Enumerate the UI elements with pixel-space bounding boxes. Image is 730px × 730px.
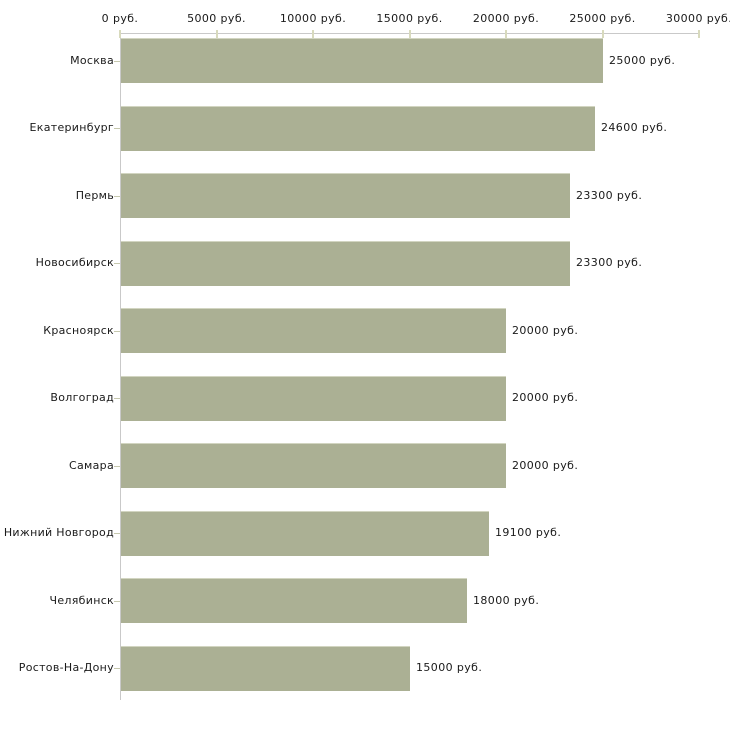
bar — [121, 443, 506, 488]
bar — [121, 240, 570, 286]
bar-value-label: 23300 руб. — [576, 188, 643, 202]
category-label: Красноярск — [43, 323, 114, 337]
category-label: Новосибирск — [35, 256, 114, 269]
bar-value-label: 20000 руб. — [512, 458, 579, 472]
bar — [121, 105, 595, 151]
x-tick-mark — [408, 30, 411, 38]
bar-value-label: 24600 руб. — [601, 121, 668, 134]
category-label: Волгоград — [50, 391, 114, 404]
bar — [121, 510, 489, 556]
bar — [121, 375, 506, 421]
y-tick-mark — [114, 398, 120, 399]
x-tick-label: 0 руб. — [101, 12, 139, 25]
bar — [121, 308, 506, 353]
x-tick-mark — [119, 30, 121, 38]
x-tick-label: 25000 руб. — [569, 12, 636, 25]
y-tick-mark — [114, 330, 120, 332]
x-tick-mark — [505, 30, 507, 38]
x-tick-mark — [312, 30, 314, 38]
y-tick-mark — [114, 465, 120, 467]
bar-value-label: 20000 руб. — [512, 323, 579, 337]
y-tick-mark — [114, 600, 120, 602]
x-tick-label: 10000 руб. — [279, 12, 347, 25]
y-tick-mark — [114, 128, 120, 129]
bar — [121, 578, 467, 623]
x-tick-mark — [215, 30, 218, 38]
y-axis-line — [120, 33, 121, 700]
category-label: Пермь — [75, 188, 114, 202]
bar-value-label: 25000 руб. — [609, 53, 676, 67]
bar-value-label: 23300 руб. — [576, 256, 643, 269]
bar — [121, 173, 570, 218]
y-tick-mark — [114, 533, 120, 534]
bar-value-label: 15000 руб. — [416, 661, 483, 674]
category-label: Ростов-На-Дону — [18, 661, 114, 674]
category-label: Самара — [69, 458, 114, 472]
x-tick-label: 20000 руб. — [472, 12, 540, 25]
x-tick-label: 30000 руб. — [665, 12, 730, 25]
x-tick-mark — [601, 30, 604, 38]
x-tick-label: 15000 руб. — [376, 12, 443, 25]
y-tick-mark — [114, 60, 120, 62]
category-label: Москва — [70, 53, 114, 67]
y-tick-mark — [114, 263, 120, 264]
bar — [121, 38, 603, 83]
category-label: Нижний Новгород — [3, 526, 114, 539]
bar-value-label: 20000 руб. — [512, 391, 579, 404]
x-tick-label: 5000 руб. — [187, 12, 246, 25]
category-label: Екатеринбург — [29, 121, 114, 134]
y-tick-mark — [114, 668, 120, 669]
y-tick-mark — [114, 195, 120, 197]
bar-value-label: 19100 руб. — [495, 526, 562, 539]
bar-value-label: 18000 руб. — [473, 593, 540, 607]
bar — [121, 645, 410, 691]
category-label: Челябинск — [49, 593, 114, 607]
x-tick-mark — [698, 30, 700, 38]
